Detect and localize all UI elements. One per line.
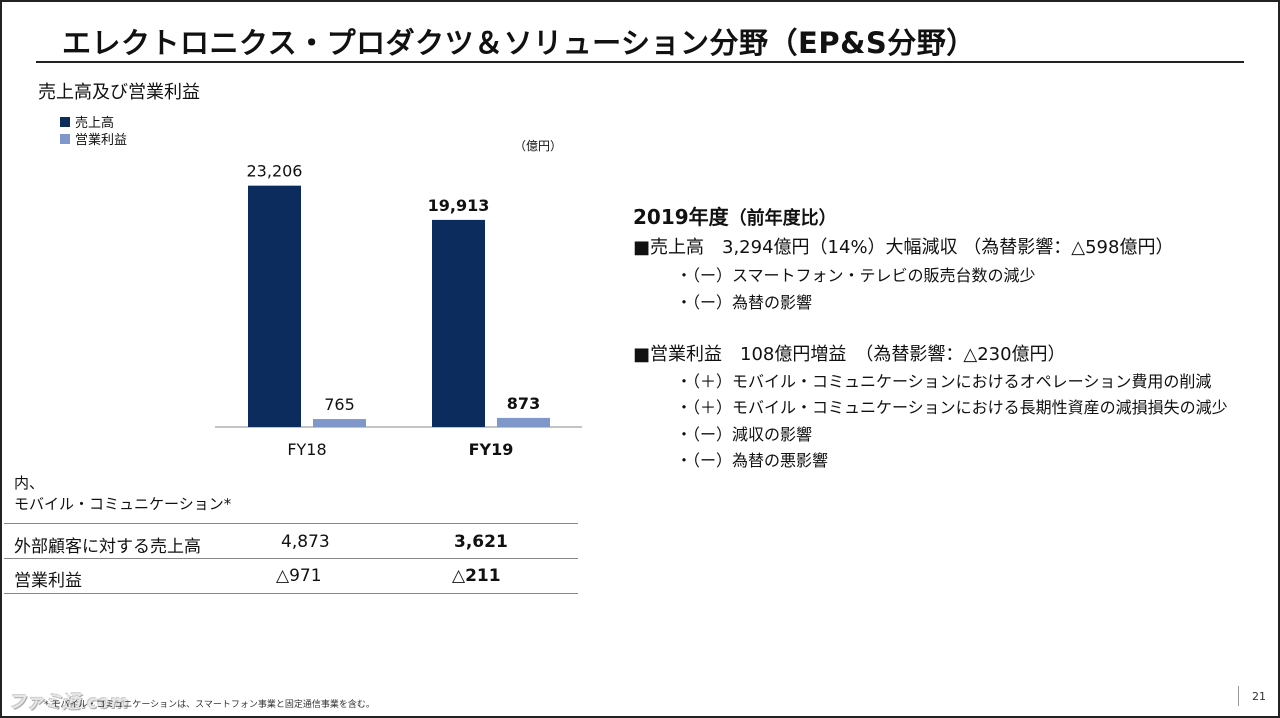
legend-swatch-operating-income bbox=[60, 133, 70, 144]
table-cell-fy19: △211 bbox=[452, 566, 501, 586]
title-underline bbox=[36, 61, 1244, 63]
mobile-heading-line1: 内、 bbox=[14, 474, 45, 492]
data-label-sales-fy19: 19,913 bbox=[428, 196, 490, 215]
chart-legend: 売上高 営業利益 bbox=[60, 113, 128, 148]
page-number: 21 bbox=[1252, 690, 1266, 703]
profit-point: ・（＋）モバイル・コミュニケーションにおけるオペレーション費用の削減 bbox=[676, 372, 1212, 391]
category-label-fy18: FY18 bbox=[287, 440, 326, 459]
sales-summary-line: ■売上高 3,294億円（14%）大幅減収 （為替影響：△598億円） bbox=[633, 237, 1174, 258]
profit-point: ・（ー）為替の悪影響 bbox=[676, 451, 829, 470]
footnote: * モバイル・コミュニケーションは、スマートフォン事業と固定通信事業を含む。 bbox=[44, 700, 375, 710]
mobile-table-heading: 内、 モバイル・コミュニケーション* bbox=[14, 473, 231, 515]
profit-summary-line: ■営業利益 108億円増益 （為替影響：△230億円） bbox=[633, 344, 1066, 365]
sales-point: ・（ー）スマートフォン・テレビの販売台数の減少 bbox=[676, 266, 1036, 285]
summary-heading: 2019年度（前年度比） bbox=[633, 201, 837, 230]
bar-operating-income-fy19 bbox=[497, 417, 550, 427]
data-label-operating-income-fy18: 765 bbox=[324, 395, 355, 414]
legend-item-operating-income: 営業利益 bbox=[60, 130, 128, 148]
data-label-sales-fy18: 23,206 bbox=[247, 162, 303, 181]
mobile-heading-line2: モバイル・コミュニケーション* bbox=[14, 495, 232, 513]
table-row-label: 営業利益 bbox=[14, 571, 82, 591]
legend-label-operating-income: 営業利益 bbox=[75, 133, 128, 148]
data-label-operating-income-fy19: 873 bbox=[507, 394, 540, 413]
chart-section-title: 売上高及び営業利益 bbox=[38, 82, 200, 103]
summary-heading-year: 2019年度 bbox=[633, 205, 729, 229]
bar-sales-fy19 bbox=[432, 219, 485, 427]
table-cell-fy19: 3,621 bbox=[454, 532, 508, 552]
bar-operating-income-fy18 bbox=[313, 419, 366, 427]
legend-item-sales: 売上高 bbox=[60, 113, 127, 131]
summary-heading-paren: （前年度比） bbox=[728, 208, 837, 229]
bar-sales-fy18 bbox=[248, 185, 301, 427]
slide-title: エレクトロニクス・プロダクツ＆ソリューション分野（EP&S分野） bbox=[62, 26, 976, 60]
table-cell-fy18: 4,873 bbox=[281, 532, 330, 552]
category-label-fy19: FY19 bbox=[469, 440, 514, 459]
profit-point: ・（ー）減収の影響 bbox=[676, 425, 813, 444]
table-bottom-rule bbox=[4, 593, 578, 594]
legend-label-sales: 売上高 bbox=[75, 116, 115, 131]
profit-point: ・（＋）モバイル・コミュニケーションにおける長期性資産の減損損失の減少 bbox=[676, 398, 1228, 417]
watermark-logo: ファミ通.com bbox=[8, 692, 129, 713]
table-top-rule bbox=[4, 523, 578, 524]
legend-swatch-sales bbox=[60, 116, 70, 127]
table-mid-rule bbox=[4, 558, 578, 559]
table-row-label: 外部顧客に対する売上高 bbox=[14, 537, 201, 557]
page-number-divider bbox=[1238, 686, 1239, 706]
sales-point: ・（ー）為替の影響 bbox=[676, 293, 813, 312]
table-cell-fy18: △971 bbox=[276, 566, 322, 586]
unit-label: （億円） bbox=[514, 139, 563, 153]
